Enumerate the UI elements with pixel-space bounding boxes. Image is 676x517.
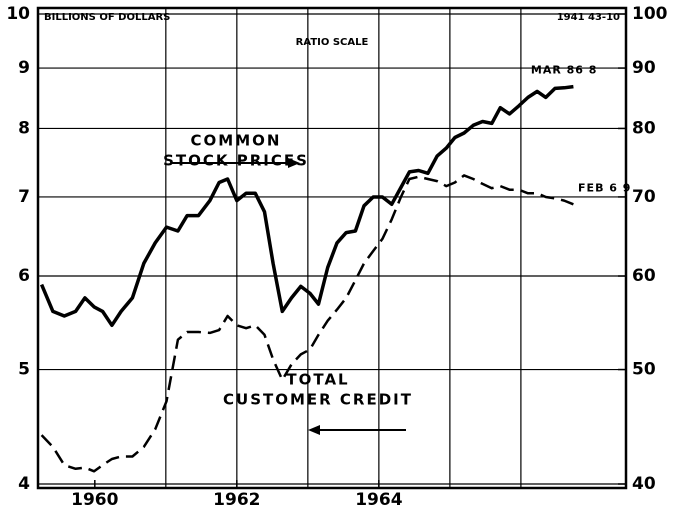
y-tick-label: 8 bbox=[18, 118, 30, 138]
y2-tick-label: 70 bbox=[632, 187, 656, 207]
y2-tick-label: 40 bbox=[632, 474, 656, 494]
y-tick-label: 4 bbox=[18, 474, 30, 494]
end-label: FEB 6 9 bbox=[578, 181, 631, 194]
y-tick-label: 6 bbox=[18, 266, 30, 286]
arrow bbox=[172, 158, 300, 168]
series-line bbox=[39, 84, 574, 328]
y-tick-label: 9 bbox=[18, 58, 30, 78]
x-tick-label: 1960 bbox=[71, 490, 118, 510]
end-label: MAR 86 8 bbox=[531, 64, 598, 77]
y2-tick-label: 100 bbox=[632, 4, 668, 24]
frame bbox=[36, 6, 628, 490]
y-tick-label: 7 bbox=[18, 187, 30, 207]
subtitle: RATIO SCALE bbox=[296, 37, 369, 48]
series-label: STOCK PRICES bbox=[163, 152, 309, 170]
y-axis-label: BILLIONS OF DOLLARS bbox=[44, 12, 170, 23]
series-label: CUSTOMER CREDIT bbox=[223, 391, 413, 409]
y-tick-label: 10 bbox=[6, 4, 30, 24]
y2-tick-label: 50 bbox=[632, 360, 656, 380]
x-tick-label: 1962 bbox=[213, 490, 260, 510]
y2-axis-label: 1941 43-10 bbox=[557, 12, 620, 23]
y-tick-label: 5 bbox=[18, 360, 30, 380]
series-line bbox=[40, 174, 574, 473]
y2-tick-label: 90 bbox=[632, 58, 656, 78]
series-label: TOTAL bbox=[286, 371, 349, 389]
x-tick-label: 1964 bbox=[355, 490, 402, 510]
y2-tick-label: 60 bbox=[632, 266, 656, 286]
arrow bbox=[308, 425, 406, 435]
series-label: COMMON bbox=[191, 132, 282, 150]
y2-tick-label: 80 bbox=[632, 118, 656, 138]
